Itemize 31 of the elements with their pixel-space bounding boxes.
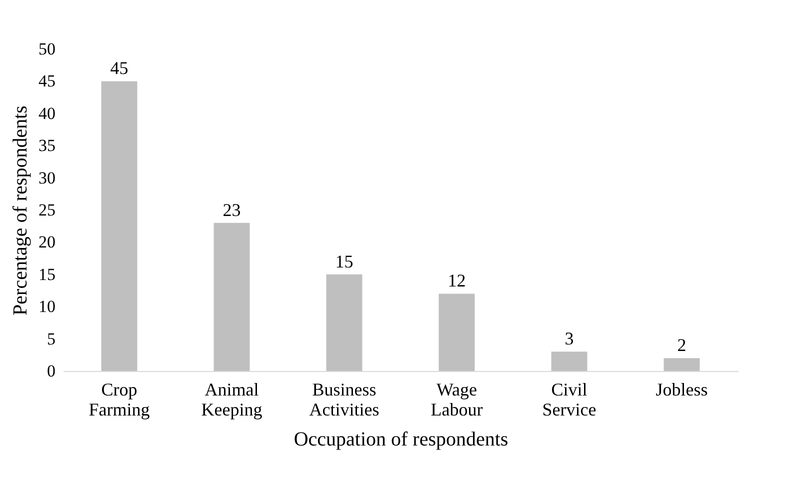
bar	[551, 352, 588, 371]
y-tick-label: 50	[38, 40, 56, 58]
y-tick-label: 45	[38, 72, 56, 91]
bar	[326, 274, 362, 371]
x-tick-label: Crop Farming	[88, 380, 150, 420]
y-tick-label: 15	[38, 264, 56, 284]
bar	[214, 222, 250, 371]
y-tick-label: 25	[38, 200, 56, 220]
x-axis-title: Occupation of respondents	[294, 428, 508, 450]
y-axis-title: Percentage of respondents	[10, 105, 32, 316]
data-label: 3	[564, 328, 574, 349]
x-tick-label: Civil Service	[542, 380, 596, 420]
x-tick-label: Business Activities	[309, 380, 380, 420]
x-tick-label: Jobless	[656, 380, 708, 400]
y-tick-label: 20	[38, 232, 56, 252]
data-label: 23	[222, 200, 241, 220]
y-tick-label: 5	[47, 329, 56, 348]
y-tick-label: 40	[38, 104, 56, 123]
y-tick-label: 0	[47, 362, 56, 380]
bar	[101, 81, 138, 371]
y-tick-label: 35	[38, 136, 56, 156]
y-tick-label: 10	[38, 297, 56, 316]
x-tick-label: Wage Labour	[430, 380, 483, 420]
data-label: 45	[110, 58, 128, 78]
y-tick-label: 30	[38, 168, 56, 188]
data-label: 2	[677, 335, 686, 356]
data-label: 15	[335, 251, 354, 272]
bar	[664, 358, 700, 371]
data-label: 12	[448, 270, 466, 291]
x-tick-label: Animal Keeping	[201, 380, 262, 420]
bar	[438, 294, 475, 371]
